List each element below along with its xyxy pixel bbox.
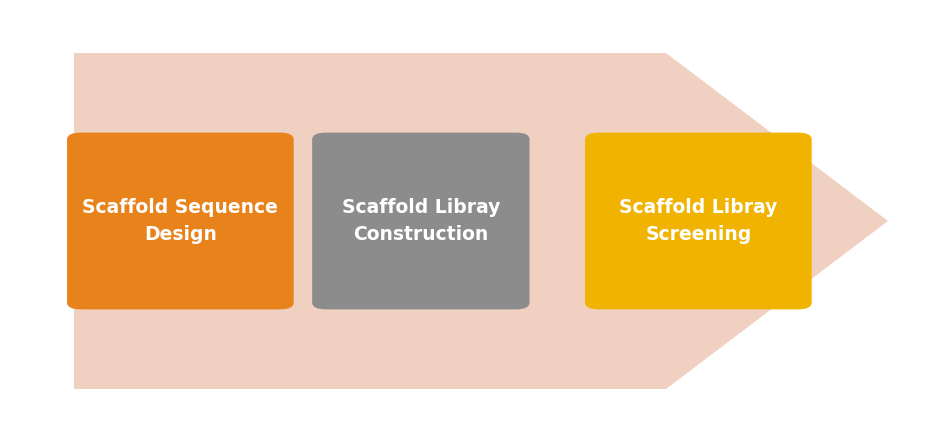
FancyBboxPatch shape [68, 133, 294, 309]
FancyBboxPatch shape [586, 133, 812, 309]
Text: Scaffold Sequence
Design: Scaffold Sequence Design [82, 198, 278, 244]
Text: Scaffold Libray
Screening: Scaffold Libray Screening [619, 198, 778, 244]
Polygon shape [74, 53, 888, 389]
FancyBboxPatch shape [313, 133, 529, 309]
Text: Scaffold Libray
Construction: Scaffold Libray Construction [341, 198, 500, 244]
